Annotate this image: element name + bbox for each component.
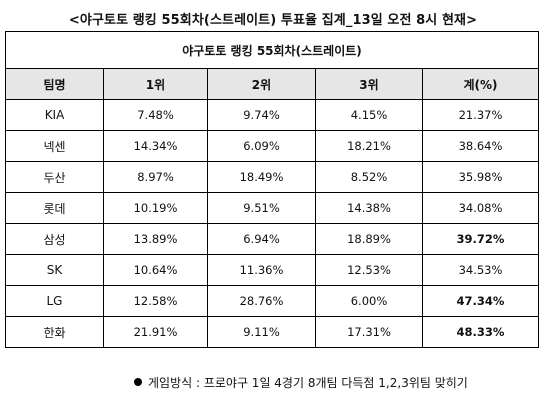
cell-total: 35.98% xyxy=(422,161,539,193)
cell-rank2: 18.49% xyxy=(207,161,316,193)
table-row: 넥센 14.34% 6.09% 18.21% 38.64% xyxy=(5,130,539,162)
cell-rank2: 28.76% xyxy=(207,285,316,317)
table-row: 두산 8.97% 18.49% 8.52% 35.98% xyxy=(5,161,539,193)
cell-rank1: 21.91% xyxy=(103,316,208,348)
column-header-team: 팀명 xyxy=(5,68,104,100)
ranking-table: 야구토토 랭킹 55회차(스트레이트) 팀명 1위 2위 3위 계(%) KIA… xyxy=(5,31,539,348)
footnote: 게임방식 : 프로야구 1일 4경기 8개팀 다득점 1,2,3위팀 맞히기 xyxy=(134,374,468,391)
table-caption-row: 야구토토 랭킹 55회차(스트레이트) xyxy=(5,31,539,69)
cell-rank3: 12.53% xyxy=(315,254,423,286)
column-header-rank2: 2위 xyxy=(207,68,316,100)
table-row: KIA 7.48% 9.74% 4.15% 21.37% xyxy=(5,99,539,131)
cell-team: 롯데 xyxy=(5,192,104,224)
page-title: <야구토토 랭킹 55회차(스트레이트) 투표율 집계_13일 오전 8시 현재… xyxy=(68,13,478,28)
table-row: 한화 21.91% 9.11% 17.31% 48.33% xyxy=(5,316,539,348)
cell-total: 21.37% xyxy=(422,99,539,131)
cell-total: 47.34% xyxy=(422,285,539,317)
cell-total: 34.53% xyxy=(422,254,539,286)
table-row: LG 12.58% 28.76% 6.00% 47.34% xyxy=(5,285,539,317)
cell-rank2: 6.94% xyxy=(207,223,316,255)
cell-rank2: 9.51% xyxy=(207,192,316,224)
column-header-rank3: 3위 xyxy=(315,68,423,100)
cell-team: SK xyxy=(5,254,104,286)
cell-rank3: 14.38% xyxy=(315,192,423,224)
cell-team: 삼성 xyxy=(5,223,104,255)
table-row: 롯데 10.19% 9.51% 14.38% 34.08% xyxy=(5,192,539,224)
cell-rank1: 14.34% xyxy=(103,130,208,162)
cell-team: 두산 xyxy=(5,161,104,193)
cell-rank2: 6.09% xyxy=(207,130,316,162)
cell-team: 한화 xyxy=(5,316,104,348)
cell-rank2: 11.36% xyxy=(207,254,316,286)
cell-total: 39.72% xyxy=(422,223,539,255)
footnote-text: 게임방식 : 프로야구 1일 4경기 8개팀 다득점 1,2,3위팀 맞히기 xyxy=(148,376,468,390)
cell-rank1: 12.58% xyxy=(103,285,208,317)
cell-rank3: 6.00% xyxy=(315,285,423,317)
cell-rank2: 9.74% xyxy=(207,99,316,131)
cell-total: 48.33% xyxy=(422,316,539,348)
column-header-total: 계(%) xyxy=(422,68,539,100)
cell-rank1: 8.97% xyxy=(103,161,208,193)
cell-rank1: 13.89% xyxy=(103,223,208,255)
cell-rank1: 7.48% xyxy=(103,99,208,131)
cell-team: LG xyxy=(5,285,104,317)
cell-total: 34.08% xyxy=(422,192,539,224)
cell-rank3: 17.31% xyxy=(315,316,423,348)
cell-rank3: 4.15% xyxy=(315,99,423,131)
column-header-rank1: 1위 xyxy=(103,68,208,100)
cell-rank1: 10.64% xyxy=(103,254,208,286)
bullet-icon xyxy=(134,378,142,386)
table-row: 삼성 13.89% 6.94% 18.89% 39.72% xyxy=(5,223,539,255)
cell-rank3: 8.52% xyxy=(315,161,423,193)
cell-total: 38.64% xyxy=(422,130,539,162)
table-header-row: 팀명 1위 2위 3위 계(%) xyxy=(5,68,539,100)
cell-rank2: 9.11% xyxy=(207,316,316,348)
cell-rank3: 18.89% xyxy=(315,223,423,255)
cell-rank1: 10.19% xyxy=(103,192,208,224)
cell-rank3: 18.21% xyxy=(315,130,423,162)
table-caption: 야구토토 랭킹 55회차(스트레이트) xyxy=(5,31,539,69)
cell-team: 넥센 xyxy=(5,130,104,162)
table-row: SK 10.64% 11.36% 12.53% 34.53% xyxy=(5,254,539,286)
cell-team: KIA xyxy=(5,99,104,131)
